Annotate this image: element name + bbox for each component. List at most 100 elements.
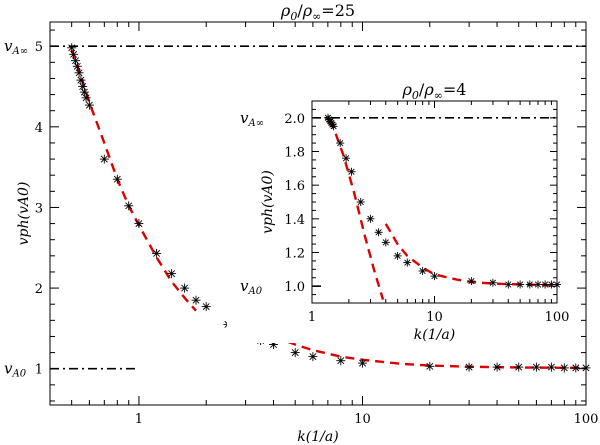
inset-title-part: =4	[443, 80, 467, 99]
main-x-tick-label: 1	[135, 412, 143, 427]
inset-data-point	[381, 238, 390, 247]
main-data-point	[84, 100, 94, 110]
vA0-label-symbol: v	[4, 360, 13, 378]
main-title-part: ∞	[312, 10, 321, 23]
inset-data-point	[418, 267, 427, 275]
inset-x-tick-label: 10	[426, 310, 443, 325]
inset-data-point	[336, 139, 345, 148]
main-data-point	[72, 61, 82, 71]
vAinf-label-symbol: v	[4, 37, 13, 55]
inset-background	[227, 83, 572, 343]
main-title-part: 0	[290, 10, 297, 23]
inset-vAinf-label: vA∞	[240, 109, 264, 129]
inset-title-part: ∞	[434, 89, 443, 102]
main-y-tick-label: 3	[35, 201, 43, 216]
main-data-point	[358, 358, 367, 368]
inset-data-point	[366, 214, 375, 223]
inset-y-tick-label: 1.8	[284, 146, 305, 161]
main-data-point	[78, 82, 88, 91]
inset-y-tick-label: 1.2	[284, 247, 305, 262]
main-fit-high-k-curve	[273, 335, 587, 370]
vAinf-label: vA∞	[4, 37, 28, 57]
inset-fit-high-k-curve	[384, 223, 558, 287]
main-data-point	[290, 348, 300, 358]
main-plot-frame	[49, 21, 587, 406]
inset-vA0-label-subscript: A0	[247, 286, 262, 297]
inset-title-part: /	[419, 80, 425, 99]
inset-data-point	[356, 198, 365, 206]
inset-title-part: ρ	[402, 80, 413, 99]
inset-chart-title: ρ0/ρ∞=4	[402, 80, 467, 102]
inset-y-tick-label: 1.6	[284, 179, 305, 194]
main-data-point	[492, 362, 502, 372]
inset-data-point	[393, 251, 402, 260]
main-data-point	[81, 93, 91, 103]
main-x-axis-label: k(1/a)	[297, 429, 338, 445]
main-data-point	[67, 43, 77, 53]
inset-vAinf-label-subscript: A∞	[247, 118, 264, 129]
main-data-point	[134, 219, 144, 229]
vAinf-label-subscript: A∞	[11, 46, 28, 57]
main-chart-title: ρ0/ρ∞=25	[280, 1, 355, 23]
inset-data-point	[525, 280, 534, 289]
main-data-point	[571, 363, 581, 373]
main-y-tick-label: 5	[35, 40, 43, 55]
inset-x-axis-label: k(1/a)	[414, 327, 455, 343]
main-data-point	[201, 302, 211, 312]
main-data-point	[124, 201, 134, 211]
main-data-point	[152, 248, 162, 258]
main-title-part: =25	[321, 1, 355, 20]
main-data-point	[336, 356, 346, 366]
inset-data-point	[534, 280, 542, 289]
main-data-point	[308, 352, 318, 362]
inset-data-point	[430, 272, 439, 281]
inset-title-part: ρ	[423, 80, 434, 99]
vA0-label: vA0	[4, 360, 27, 380]
inset-vA0-label-symbol: v	[240, 277, 249, 295]
main-data-point	[425, 361, 435, 371]
main-data-point	[71, 56, 80, 66]
inset-data-point	[347, 167, 356, 176]
main-title-part: /	[297, 1, 303, 20]
inset-data-point	[553, 280, 561, 289]
inset-data-point	[467, 277, 476, 286]
main-data-point	[79, 87, 89, 97]
main-x-tick-label: 100	[574, 412, 599, 427]
inset-data-point	[516, 280, 525, 289]
main-y-tick-label: 4	[35, 121, 43, 136]
main-data-point	[546, 362, 556, 372]
vA0-label-subscript: A0	[11, 369, 26, 380]
main-title-part: ρ	[280, 1, 291, 20]
main-data-point	[514, 362, 524, 372]
inset-x-tick-label: 100	[545, 310, 570, 325]
main-data-point	[69, 49, 79, 59]
inset-vA0-label: vA0	[240, 277, 263, 297]
main-data-point	[74, 68, 84, 78]
main-data-point	[112, 174, 122, 184]
inset-y-axis-label: vph(vA0)	[260, 170, 276, 234]
main-data-point	[99, 154, 109, 164]
main-title-part: ρ	[302, 1, 313, 20]
inset-data-point	[342, 154, 351, 163]
inset-y-tick-label: 1.0	[284, 280, 305, 295]
main-data-point	[581, 363, 591, 373]
inset-title-part: 0	[412, 89, 419, 102]
main-y-tick-label: 1	[35, 363, 43, 378]
main-y-axis-label: vph(vA0)	[16, 182, 32, 246]
inset-x-tick-label: 1	[308, 310, 316, 325]
inset-y-tick-label: 2.0	[284, 112, 305, 127]
inset-data-point	[488, 278, 497, 287]
inset-vAinf-label-symbol: v	[240, 109, 249, 127]
main-data-point	[191, 295, 201, 305]
main-y-tick-label: 2	[35, 282, 43, 297]
main-data-point	[559, 363, 569, 373]
inset-y-tick-label: 1.4	[284, 213, 305, 228]
main-data-point	[167, 269, 177, 279]
inset-data-point	[329, 122, 338, 131]
main-x-tick-label: 10	[354, 412, 371, 427]
main-data-point	[464, 362, 474, 372]
inset-data-point	[504, 280, 513, 289]
main-fit-low-k-curve	[70, 49, 197, 312]
